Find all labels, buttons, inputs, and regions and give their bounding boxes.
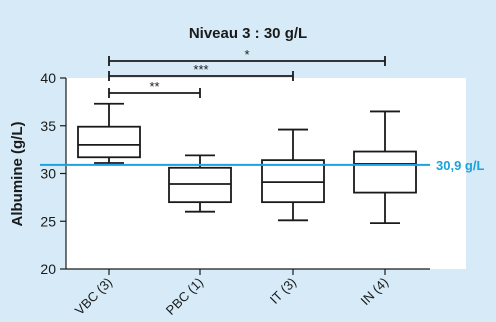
y-tick-label: 40 (40, 70, 56, 86)
significance-label: ** (149, 79, 159, 94)
x-category-label: IN (4) (358, 275, 392, 309)
significance-label: * (244, 47, 249, 62)
y-tick-label: 30 (40, 166, 56, 182)
box-iqr (353, 150, 417, 194)
box-iqr (168, 166, 232, 204)
chart-title: Niveau 3 : 30 g/L (189, 25, 307, 42)
x-category-label: PBC (1) (163, 275, 206, 318)
box-iqr (77, 125, 141, 159)
x-category-label: VBC (3) (72, 275, 115, 318)
significance-label: *** (193, 62, 208, 77)
plot-background (66, 78, 466, 269)
y-tick-label: 35 (40, 118, 56, 134)
x-category-label: IT (3) (267, 275, 299, 307)
y-tick-label: 25 (40, 213, 56, 229)
reference-label: 30,9 g/L (436, 158, 484, 173)
y-tick-label: 20 (40, 261, 56, 277)
box-iqr (261, 159, 325, 204)
y-axis-label: Albumine (g/L) (9, 122, 26, 227)
